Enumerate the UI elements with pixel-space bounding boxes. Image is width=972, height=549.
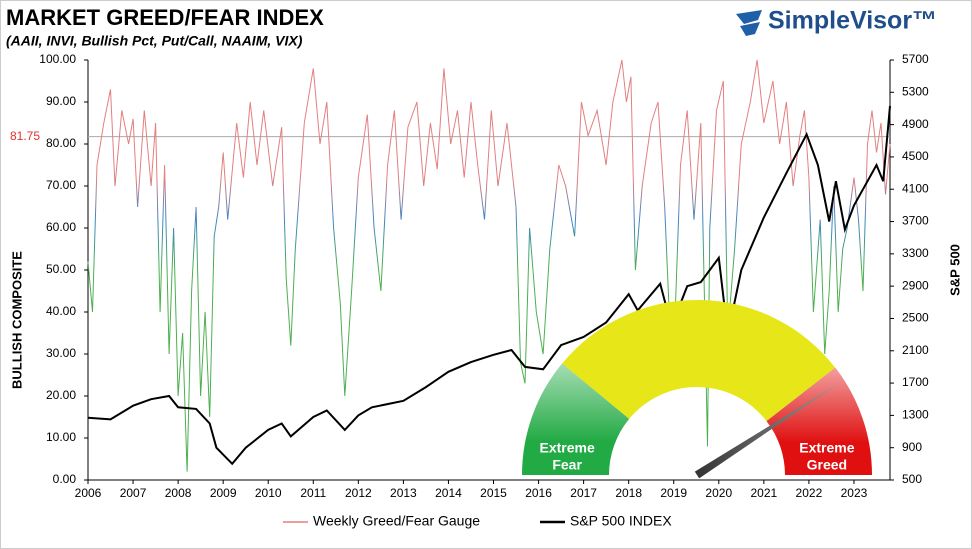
y-tick-label: 50.00 (46, 262, 76, 276)
y2-tick-label: 500 (902, 472, 922, 486)
x-tick-label: 2006 (75, 486, 102, 500)
legend-label: Weekly Greed/Fear Gauge (313, 513, 480, 529)
x-tick-label: 2014 (435, 486, 462, 500)
y-tick-label: 60.00 (46, 220, 76, 234)
legend: Weekly Greed/Fear Gauge S&P 500 INDEX (283, 513, 672, 529)
gauge-section (562, 300, 836, 422)
y-tick-label: 30.00 (46, 346, 76, 360)
gauge-label: Extreme (799, 440, 854, 456)
x-tick-label: 2017 (570, 486, 597, 500)
y2-tick-label: 3300 (902, 246, 929, 260)
gauge-shade (766, 367, 872, 475)
x-tick-label: 2023 (841, 486, 868, 500)
y2-tick-label: 2100 (902, 343, 929, 357)
y-tick-label: 90.00 (46, 94, 76, 108)
x-tick-label: 2007 (120, 486, 147, 500)
y2-tick-label: 1700 (902, 375, 929, 389)
logo: SimpleVisor™ (768, 7, 937, 35)
gauge-label: Fear (552, 457, 582, 473)
x-tick-label: 2016 (525, 486, 552, 500)
x-tick-label: 2012 (345, 486, 372, 500)
y2-tick-label: 4900 (902, 117, 929, 131)
x-tick-label: 2018 (615, 486, 642, 500)
gauge-label: Extreme (539, 440, 594, 456)
y2-tick-label: 3700 (902, 214, 929, 228)
y2-tick-label: 5700 (902, 52, 929, 66)
y-tick-label: 100.00 (39, 52, 76, 66)
y2-tick-label: 4500 (902, 149, 929, 163)
y2-tick-label: 4100 (902, 181, 929, 195)
x-tick-label: 2015 (480, 486, 507, 500)
y-tick-label: 10.00 (46, 430, 76, 444)
greed-fear-line (87, 59, 891, 472)
y-tick-label: 40.00 (46, 304, 76, 318)
y-tick-label: 80.00 (46, 136, 76, 150)
y2-tick-label: 2500 (902, 311, 929, 325)
logo-icon (736, 10, 762, 36)
y2-tick-label: 900 (902, 440, 922, 454)
legend-label: S&P 500 INDEX (570, 513, 672, 529)
x-tick-label: 2019 (660, 486, 687, 500)
y2-axis-title: S&P 500 (947, 244, 962, 296)
x-tick-label: 2013 (390, 486, 417, 500)
y-tick-label: 20.00 (46, 388, 76, 402)
y-tick-label: 70.00 (46, 178, 76, 192)
chart-title: MARKET GREED/FEAR INDEX (6, 5, 324, 30)
x-tick-label: 2010 (255, 486, 282, 500)
x-tick-label: 2020 (705, 486, 732, 500)
y-tick-label: 0.00 (53, 472, 77, 486)
y2-tick-label: 5300 (902, 84, 929, 98)
gauge-shade (522, 363, 630, 475)
x-tick-label: 2011 (300, 486, 326, 500)
x-tick-label: 2008 (165, 486, 192, 500)
gauge-label: Greed (807, 457, 847, 473)
chart-subtitle: (AAII, INVI, Bullish Pct, Put/Call, NAAI… (6, 33, 303, 49)
x-tick-label: 2022 (796, 486, 823, 500)
x-tick-label: 2021 (750, 486, 777, 500)
y-axis-title: BULLISH COMPOSITE (9, 251, 24, 389)
x-tick-label: 2009 (210, 486, 237, 500)
y2-tick-label: 1300 (902, 408, 929, 422)
sp500-line (87, 105, 891, 466)
gauge-needle (694, 382, 841, 479)
y2-tick-label: 2900 (902, 278, 929, 292)
reference-label: 81.75 (10, 129, 40, 143)
